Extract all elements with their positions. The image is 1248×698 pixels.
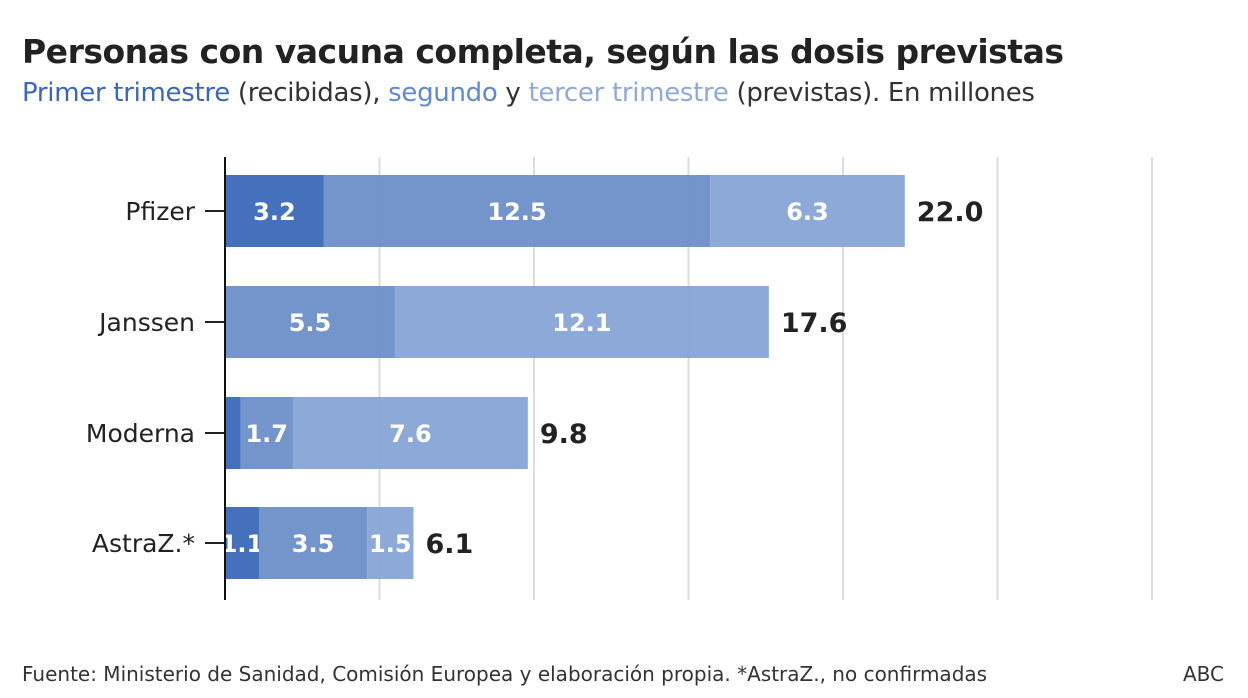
bar-segment (225, 397, 241, 469)
bar-segment (225, 286, 395, 358)
data-label: 12.1 (552, 309, 611, 337)
legend-series-2: segundo (388, 78, 498, 108)
bar-segment (394, 286, 769, 358)
data-label: 6.3 (786, 198, 829, 226)
data-label: 3.5 (292, 530, 335, 558)
bar-segment (292, 397, 528, 469)
total-label: 17.6 (781, 308, 848, 339)
chart-subtitle: Primer trimestre (recibidas), segundo y … (22, 78, 1035, 108)
data-label: 12.5 (487, 198, 546, 226)
total-label: 6.1 (425, 529, 473, 560)
bar-segment (367, 507, 414, 579)
legend-series-1: Primer trimestre (22, 78, 230, 108)
bar-segment (240, 397, 293, 469)
category-label: Janssen (97, 308, 195, 337)
bar-segment (225, 175, 324, 247)
bar-segment (710, 175, 905, 247)
data-label: 5.5 (289, 309, 332, 337)
brand-logo: ABC (1182, 662, 1224, 686)
subtitle-text: y (497, 78, 529, 108)
data-label: 3.2 (253, 198, 296, 226)
bar-segment (323, 175, 711, 247)
bar-segment (225, 507, 259, 579)
subtitle-text: (recibidas), (229, 78, 389, 108)
data-label: 7.6 (389, 420, 432, 448)
legend-series-3: tercer trimestre (528, 78, 729, 108)
category-label: AstraZ.* (92, 529, 195, 558)
category-label: Moderna (86, 419, 195, 448)
total-label: 22.0 (917, 197, 984, 228)
bar-segment (258, 507, 368, 579)
category-label: Pfizer (125, 197, 195, 226)
source-note: Fuente: Ministerio de Sanidad, Comisión … (22, 662, 988, 686)
data-label: 1.1 (221, 530, 264, 558)
data-label: 1.5 (369, 530, 412, 558)
data-label: 1.7 (245, 420, 288, 448)
subtitle-text: (previstas). En millones (728, 78, 1035, 108)
chart-title: Personas con vacuna completa, según las … (22, 32, 1064, 71)
total-label: 9.8 (540, 419, 588, 450)
